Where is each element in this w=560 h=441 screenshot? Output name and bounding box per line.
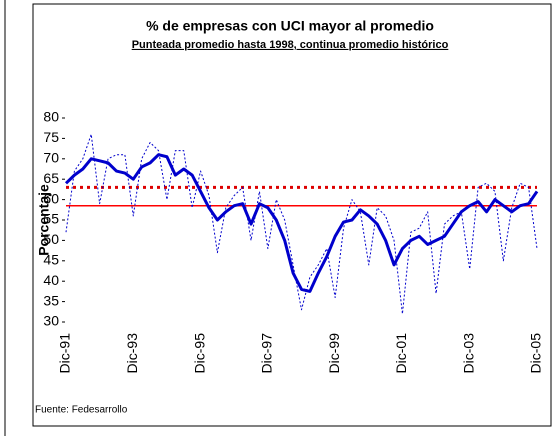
x-tick-label: Dic-91 bbox=[57, 333, 73, 374]
x-tick-label: Dic-99 bbox=[326, 333, 342, 374]
chart-frame bbox=[32, 3, 552, 427]
y-tick-label: 30 bbox=[43, 313, 59, 329]
y-axis-label: Porcentaje bbox=[36, 184, 52, 256]
x-tick-label: Dic-93 bbox=[124, 333, 140, 374]
y-tick-label: 65 bbox=[43, 170, 59, 186]
x-tick-label: Dic-03 bbox=[460, 333, 476, 374]
data-line bbox=[64, 153, 539, 293]
x-tick-label: Dic-97 bbox=[259, 333, 275, 374]
chart-subtitle: Punteada promedio hasta 1998, continua p… bbox=[132, 39, 449, 51]
y-tick-label: 70 bbox=[43, 150, 59, 166]
y-tick-label: 35 bbox=[43, 292, 59, 308]
y-tick-label: 45 bbox=[43, 252, 59, 268]
source-note: Fuente: Fedesarrollo bbox=[35, 405, 128, 416]
y-tick-label: 75 bbox=[43, 129, 59, 145]
x-tick-label: Dic-01 bbox=[393, 333, 409, 374]
y-tick-label: 80 bbox=[43, 109, 59, 125]
y-tick-label: 60 bbox=[43, 190, 59, 206]
data-line bbox=[65, 133, 538, 315]
y-tick-label: 50 bbox=[43, 231, 59, 247]
y-tick-label: 55 bbox=[43, 211, 59, 227]
x-tick-label: Dic-95 bbox=[191, 333, 207, 374]
x-tick-label: Dic-05 bbox=[528, 333, 544, 374]
y-tick-label: 40 bbox=[43, 272, 59, 288]
chart-title: % de empresas con UCI mayor al promedio bbox=[146, 18, 434, 34]
